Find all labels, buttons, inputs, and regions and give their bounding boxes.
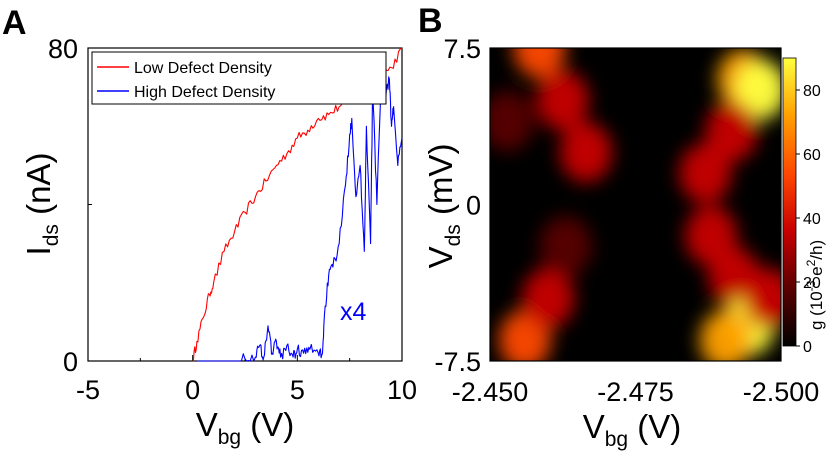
panel-a-legend: Low Defect Density High Defect Density xyxy=(91,51,387,105)
legend-label-high: High Defect Density xyxy=(134,84,275,101)
heatmap-feature xyxy=(699,310,752,361)
panel-b-ylabel-group: Vds (mV) xyxy=(422,144,465,269)
panel-b-xlabel: Vbg (V) xyxy=(583,408,682,451)
panel-letter-a: A xyxy=(2,4,27,42)
heatmap-feature xyxy=(679,143,732,204)
panel-a-xtick-label: 5 xyxy=(290,375,305,405)
colorbar-label: g (10-3 e2/h) xyxy=(804,240,826,330)
panel-a-ytick-label: 0 xyxy=(63,347,78,377)
heatmap-feature xyxy=(743,268,781,329)
panel-a-xtick-label: 0 xyxy=(185,375,200,405)
colorbar-tick-label: 60 xyxy=(803,147,821,164)
annotation-x4: x4 xyxy=(340,298,367,326)
panel-a-ytick-label: 80 xyxy=(48,34,78,64)
panel-b-ytick-label: -7.5 xyxy=(434,347,481,377)
panel-b-ylabel: Vds (mV) xyxy=(422,144,465,269)
panel-b-ticks: -2.450 -2.475 -2.500 -7.5 0 7.5 xyxy=(434,34,819,407)
panel-b-xtick-label: -2.450 xyxy=(452,377,529,407)
colorbar-label-group: g (10-3 e2/h) xyxy=(804,240,826,330)
heatmap-feature xyxy=(522,268,575,329)
heatmap-feature xyxy=(539,216,592,277)
colorbar-tick-label: 20 xyxy=(803,275,821,292)
colorbar-ticks: 0 20 40 60 80 xyxy=(796,83,821,356)
heatmap-feature xyxy=(705,101,758,162)
panel-letter-b: B xyxy=(418,2,443,40)
panel-b-ytick-label: 0 xyxy=(466,191,481,221)
panel-b-xtick-label: -2.500 xyxy=(743,377,820,407)
heatmap-feature xyxy=(560,122,613,183)
heatmap-feature xyxy=(490,91,534,152)
panel-a-ylabel-group: Ids (nA) xyxy=(20,153,63,256)
colorbar-tick-label: 40 xyxy=(803,211,821,228)
heatmap-features xyxy=(490,48,781,361)
series-line-high-defect xyxy=(196,76,403,362)
heatmap-feature xyxy=(513,48,566,78)
panel-a-xtick-label: 10 xyxy=(387,375,417,405)
legend-box xyxy=(91,51,387,105)
legend-label-low: Low Defect Density xyxy=(134,60,272,77)
panel-a-xlabel: Vbg (V) xyxy=(196,406,295,449)
panel-b-xtick-label: -2.475 xyxy=(597,377,674,407)
panel-b-ytick-label: 7.5 xyxy=(443,34,481,64)
panel-a-xtick-label: -5 xyxy=(76,375,100,405)
panel-a-ylabel: Ids (nA) xyxy=(20,153,63,256)
colorbar-tick-label: 0 xyxy=(803,339,812,356)
heatmap-feature xyxy=(536,70,589,131)
panel-b-heatmap: -2.450 -2.475 -2.500 -7.5 0 7.5 0 20 40 60 80 g (… xyxy=(422,34,826,451)
heatmap-feature xyxy=(734,59,781,120)
colorbar-tick-label: 80 xyxy=(803,83,821,100)
colorbar xyxy=(782,57,797,347)
